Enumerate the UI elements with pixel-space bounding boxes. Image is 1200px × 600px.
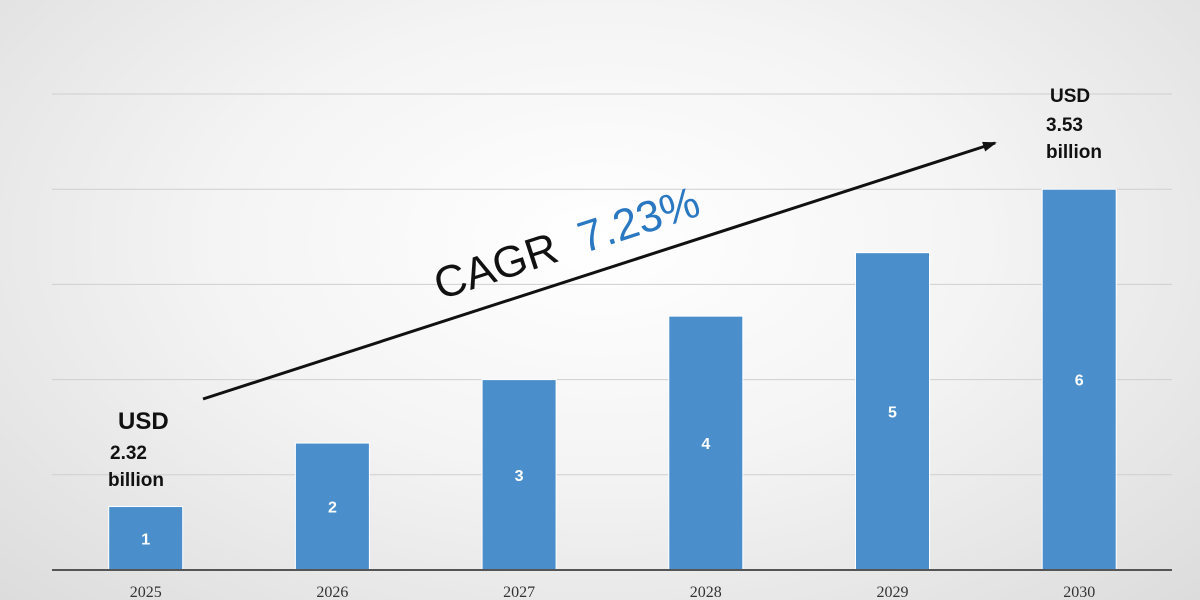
start-value: 2.32 bbox=[110, 443, 147, 464]
bar-2026 bbox=[294, 442, 370, 571]
bar-data-label: 5 bbox=[888, 404, 897, 421]
svg-text:CAGR 7.23%: CAGR 7.23% bbox=[428, 178, 706, 310]
end-unit: billion bbox=[1046, 142, 1102, 163]
x-tick-label: 2030 bbox=[1063, 584, 1095, 600]
bar-2030 bbox=[1041, 188, 1117, 571]
bar-data-label: 3 bbox=[515, 468, 524, 485]
growth-arrow bbox=[202, 141, 997, 401]
cagr-value: 7.23% bbox=[572, 178, 706, 263]
bar-data-label: 2 bbox=[328, 500, 337, 517]
x-axis: 2025 2026 2027 2028 2029 2030 bbox=[52, 569, 1172, 600]
bar-data-label: 4 bbox=[701, 436, 710, 453]
x-tick-label: 2029 bbox=[877, 584, 909, 600]
end-value-callout: USD 3.53 billion bbox=[1046, 86, 1102, 163]
bar-data-label: 1 bbox=[141, 531, 150, 548]
start-value-callout: USD 2.32 billion bbox=[108, 408, 169, 491]
end-value: 3.53 bbox=[1046, 115, 1083, 136]
end-usd-label: USD bbox=[1050, 86, 1090, 107]
x-tick-label: 2027 bbox=[503, 584, 535, 600]
gridlines bbox=[52, 93, 1172, 571]
start-unit: billion bbox=[108, 470, 164, 491]
bar-2027 bbox=[481, 379, 557, 571]
bars: 1 2 3 4 5 6 bbox=[108, 188, 1117, 571]
x-tick-label: 2025 bbox=[130, 584, 162, 600]
bar-data-label: 6 bbox=[1075, 373, 1084, 390]
start-usd-label: USD bbox=[118, 408, 169, 435]
cagr-annotation: CAGR 7.23% bbox=[428, 178, 706, 310]
bar-2028 bbox=[668, 315, 744, 571]
x-tick-label: 2026 bbox=[316, 584, 348, 600]
x-tick-label: 2028 bbox=[690, 584, 722, 600]
cagr-label: CAGR bbox=[428, 224, 564, 310]
